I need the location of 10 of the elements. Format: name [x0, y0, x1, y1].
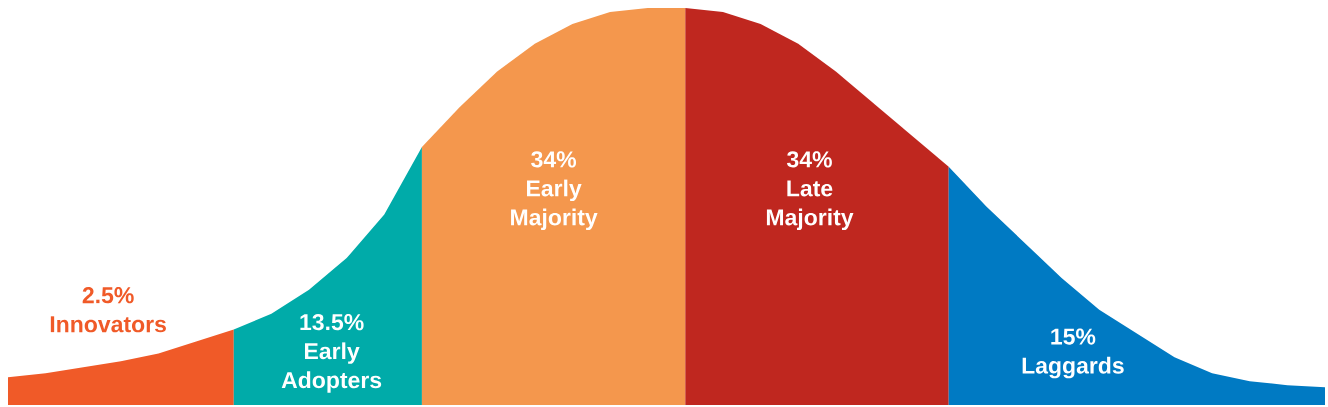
annotation: 15% — [1051, 328, 1096, 345]
series-label: Early Majority — [511, 179, 598, 231]
series-label: Innovators — [50, 316, 166, 333]
annotation: 2.5% — [82, 287, 134, 304]
series-label: Laggards — [1022, 356, 1124, 379]
annotation: 34% — [531, 151, 577, 168]
annotation: 13.5% — [300, 313, 364, 331]
series-label: Early Adopters — [281, 342, 382, 393]
annotation: 34% — [787, 151, 832, 168]
series-label: Late Majority — [766, 180, 854, 231]
